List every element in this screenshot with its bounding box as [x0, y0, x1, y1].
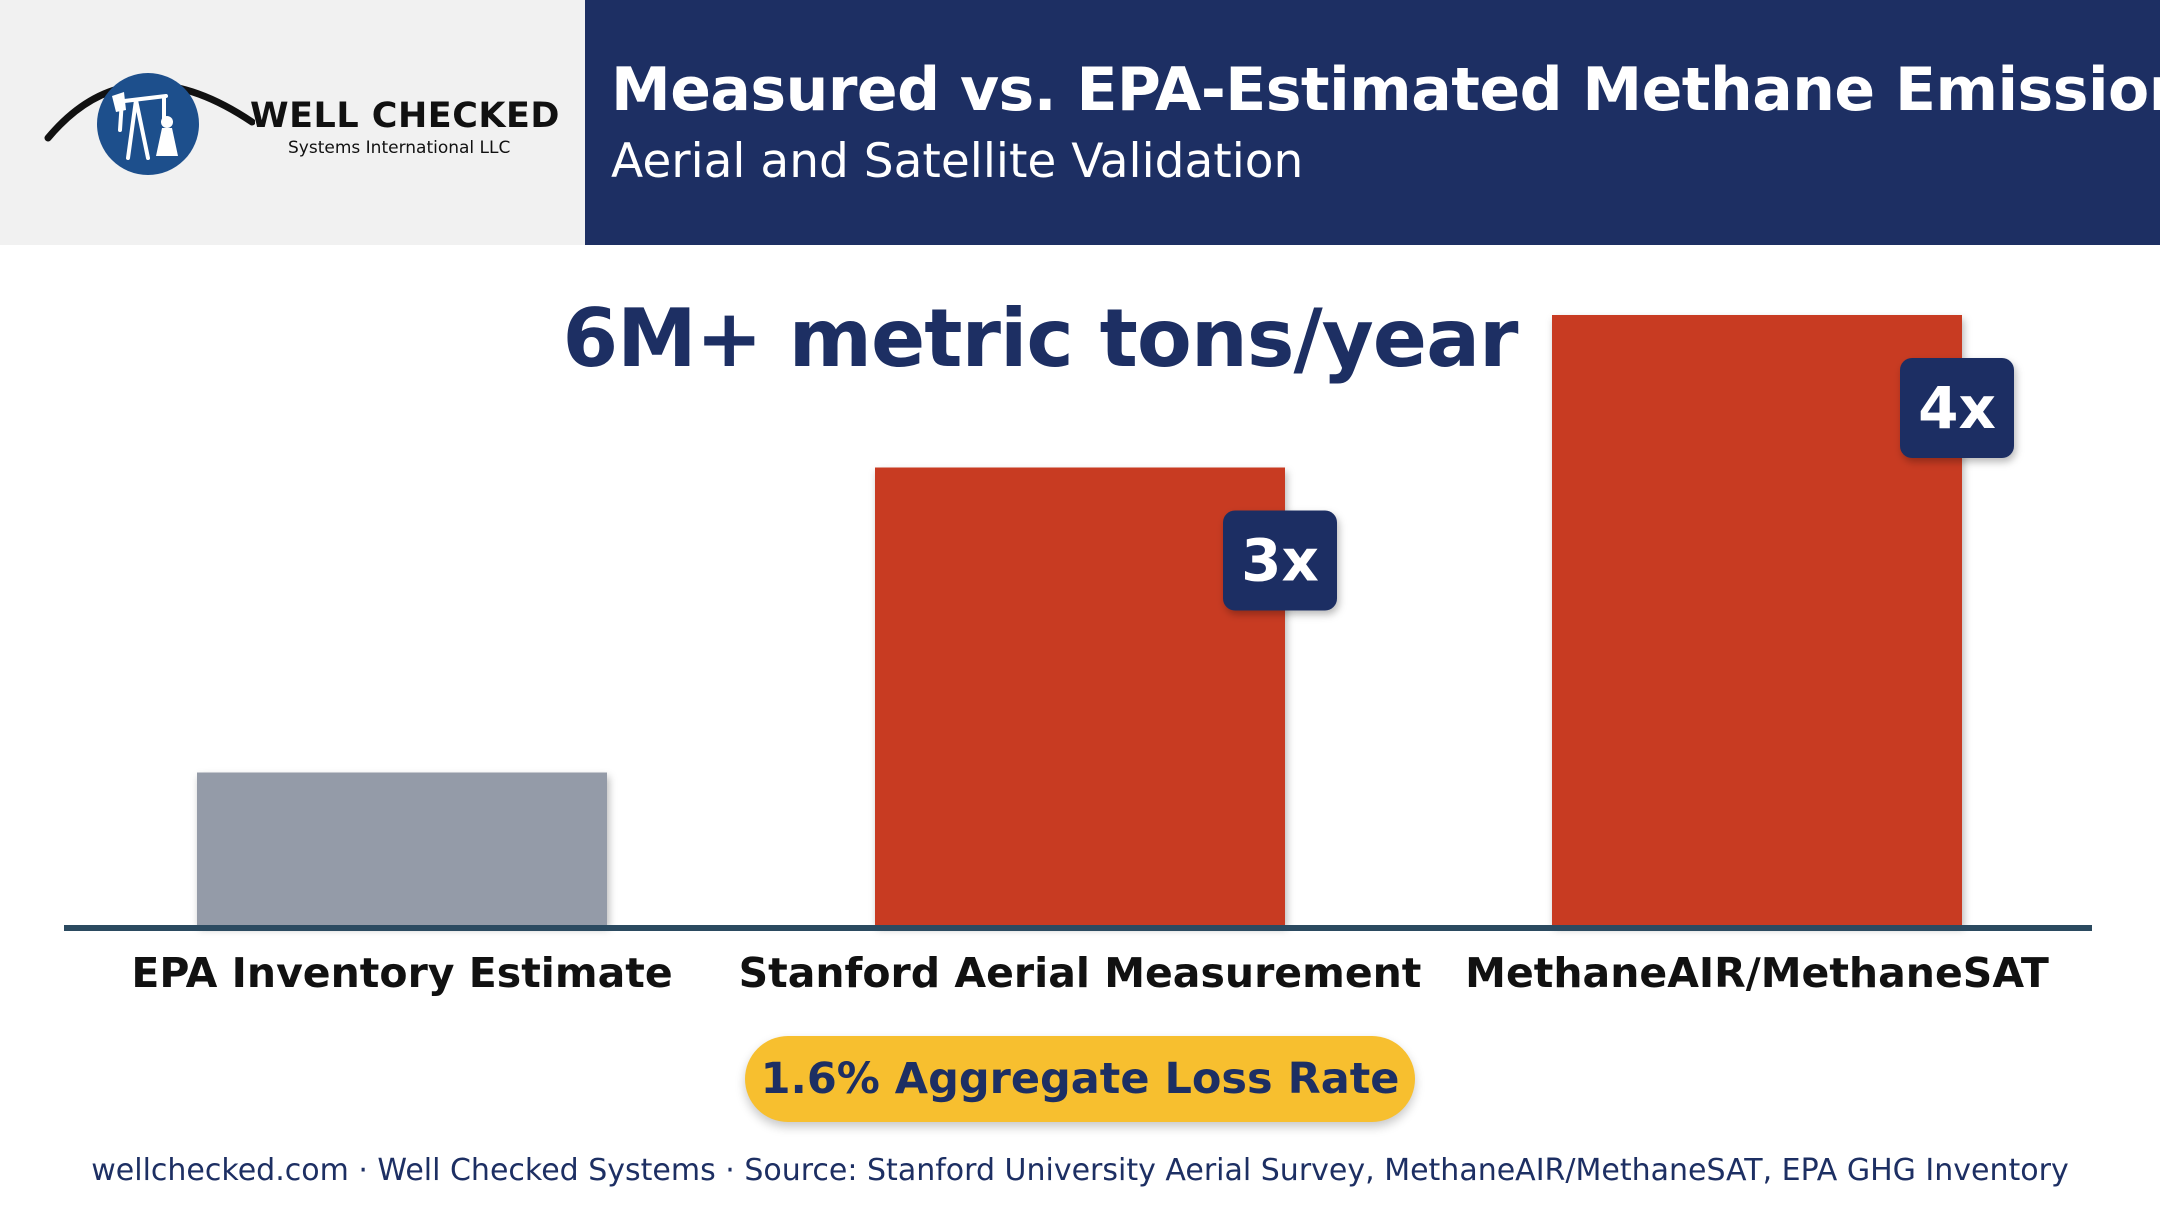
- multiplier-label-3: 4x: [1918, 374, 1996, 442]
- multiplier-label-2: 3x: [1241, 527, 1319, 595]
- category-label-2: Stanford Aerial Measurement: [739, 949, 1422, 997]
- emissions-bar-chart: EPA Inventory Estimate Stanford Aerial Me…: [64, 315, 2092, 997]
- logo-subtitle: Systems International LLC: [288, 138, 511, 158]
- title-banner: [585, 0, 2160, 245]
- category-label-3: MethaneAIR/MethaneSAT: [1465, 949, 2049, 997]
- logo-name: WELL CHECKED: [250, 96, 560, 136]
- bar-1: [197, 772, 607, 925]
- multiplier-badge-3: 4x: [1900, 358, 2014, 458]
- headline-stat: 6M+ metric tons/year: [562, 292, 1519, 385]
- well-checked-logo-icon: [44, 73, 255, 175]
- loss-rate-badge: 1.6% Aggregate Loss Rate: [745, 1036, 1415, 1122]
- category-label-1: EPA Inventory Estimate: [131, 949, 672, 997]
- source-footer: wellchecked.com · Well Checked Systems ·…: [91, 1153, 2069, 1188]
- bar-3: [1552, 315, 1962, 925]
- multiplier-badge-2: 3x: [1223, 510, 1337, 611]
- page-subtitle: Aerial and Satellite Validation: [611, 134, 1304, 189]
- page-title: Measured vs. EPA-Estimated Methane Emiss…: [611, 55, 2160, 125]
- bar-2: [875, 467, 1285, 925]
